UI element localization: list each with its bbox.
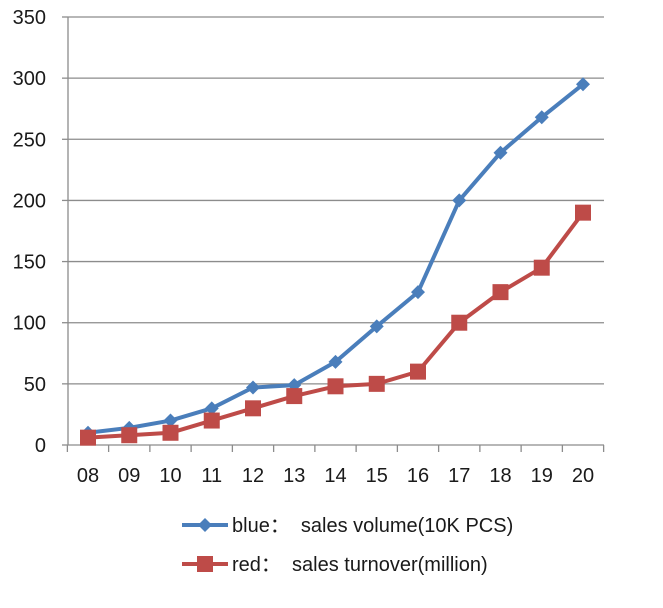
series-0-point-10 bbox=[163, 413, 178, 428]
series-1-line bbox=[86, 210, 585, 440]
series-1-point-10 bbox=[162, 424, 179, 441]
y-tick-label-200: 200 bbox=[13, 190, 46, 212]
y-tick-labels: 0 50 100 150 200 250 300 350 bbox=[13, 7, 46, 457]
series-0-point-11 bbox=[204, 401, 219, 416]
x-tick-label-17: 17 bbox=[448, 465, 470, 487]
legend-marker-0 bbox=[198, 518, 212, 532]
series bbox=[80, 77, 591, 446]
series-1-point-08 bbox=[80, 429, 96, 446]
y-tick-label-300: 300 bbox=[13, 68, 46, 90]
series-0-point-15 bbox=[369, 319, 384, 334]
series-0-point-18 bbox=[493, 145, 508, 160]
series-0-point-12 bbox=[246, 380, 260, 395]
y-tick-label-0: 0 bbox=[35, 435, 46, 457]
x-tick-label-09: 09 bbox=[118, 465, 140, 487]
y-tick-label-150: 150 bbox=[13, 252, 46, 274]
y-tick-label-100: 100 bbox=[13, 313, 46, 335]
x-tick-label-08: 08 bbox=[77, 465, 99, 487]
x-tick-label-19: 19 bbox=[531, 465, 553, 487]
series-1-point-19 bbox=[533, 259, 550, 276]
gridlines bbox=[68, 16, 604, 385]
series-1-point-09 bbox=[121, 427, 138, 444]
series-1-point-11 bbox=[203, 412, 220, 429]
series-1-point-20 bbox=[575, 204, 591, 221]
series-0-point-19 bbox=[534, 110, 549, 125]
series-0-point-20 bbox=[576, 77, 590, 92]
x-tick-label-14: 14 bbox=[324, 465, 346, 487]
series-0-point-17 bbox=[452, 193, 467, 208]
y-tick-label-50: 50 bbox=[24, 374, 46, 396]
x-tick-label-11: 11 bbox=[201, 465, 222, 487]
series-1-point-16 bbox=[410, 363, 426, 380]
series-1-point-17 bbox=[451, 314, 468, 331]
series-1-point-12 bbox=[245, 400, 261, 417]
y-tick-label-250: 250 bbox=[13, 129, 46, 151]
x-tick-label-20: 20 bbox=[572, 465, 594, 487]
legend-label-0: blue： sales volume(10K PCS) bbox=[232, 515, 513, 537]
series-1 bbox=[80, 204, 591, 446]
series-0 bbox=[81, 77, 590, 440]
series-1-point-13 bbox=[286, 388, 303, 405]
series-1-point-15 bbox=[368, 375, 385, 392]
legend-label-1: red： sales turnover(million) bbox=[232, 554, 488, 576]
x-tick-label-12: 12 bbox=[242, 465, 264, 487]
series-1-point-14 bbox=[327, 378, 344, 395]
x-tick-label-10: 10 bbox=[159, 465, 181, 487]
legend: blue： sales volume(10K PCS) red： sales tu… bbox=[182, 515, 513, 576]
x-tick-labels: 08 09 10 11 12 13 14 15 16 17 18 19 20 bbox=[77, 465, 594, 487]
x-tick-label-16: 16 bbox=[407, 465, 429, 487]
y-tick-label-350: 350 bbox=[13, 7, 46, 29]
axes bbox=[62, 16, 605, 452]
series-0-point-16 bbox=[411, 285, 425, 300]
x-tick-label-15: 15 bbox=[366, 465, 388, 487]
x-tick-label-18: 18 bbox=[489, 465, 511, 487]
x-tick-label-13: 13 bbox=[283, 465, 305, 487]
series-0-point-14 bbox=[328, 354, 343, 369]
legend-marker-1 bbox=[197, 556, 213, 572]
series-1-point-18 bbox=[492, 284, 509, 301]
